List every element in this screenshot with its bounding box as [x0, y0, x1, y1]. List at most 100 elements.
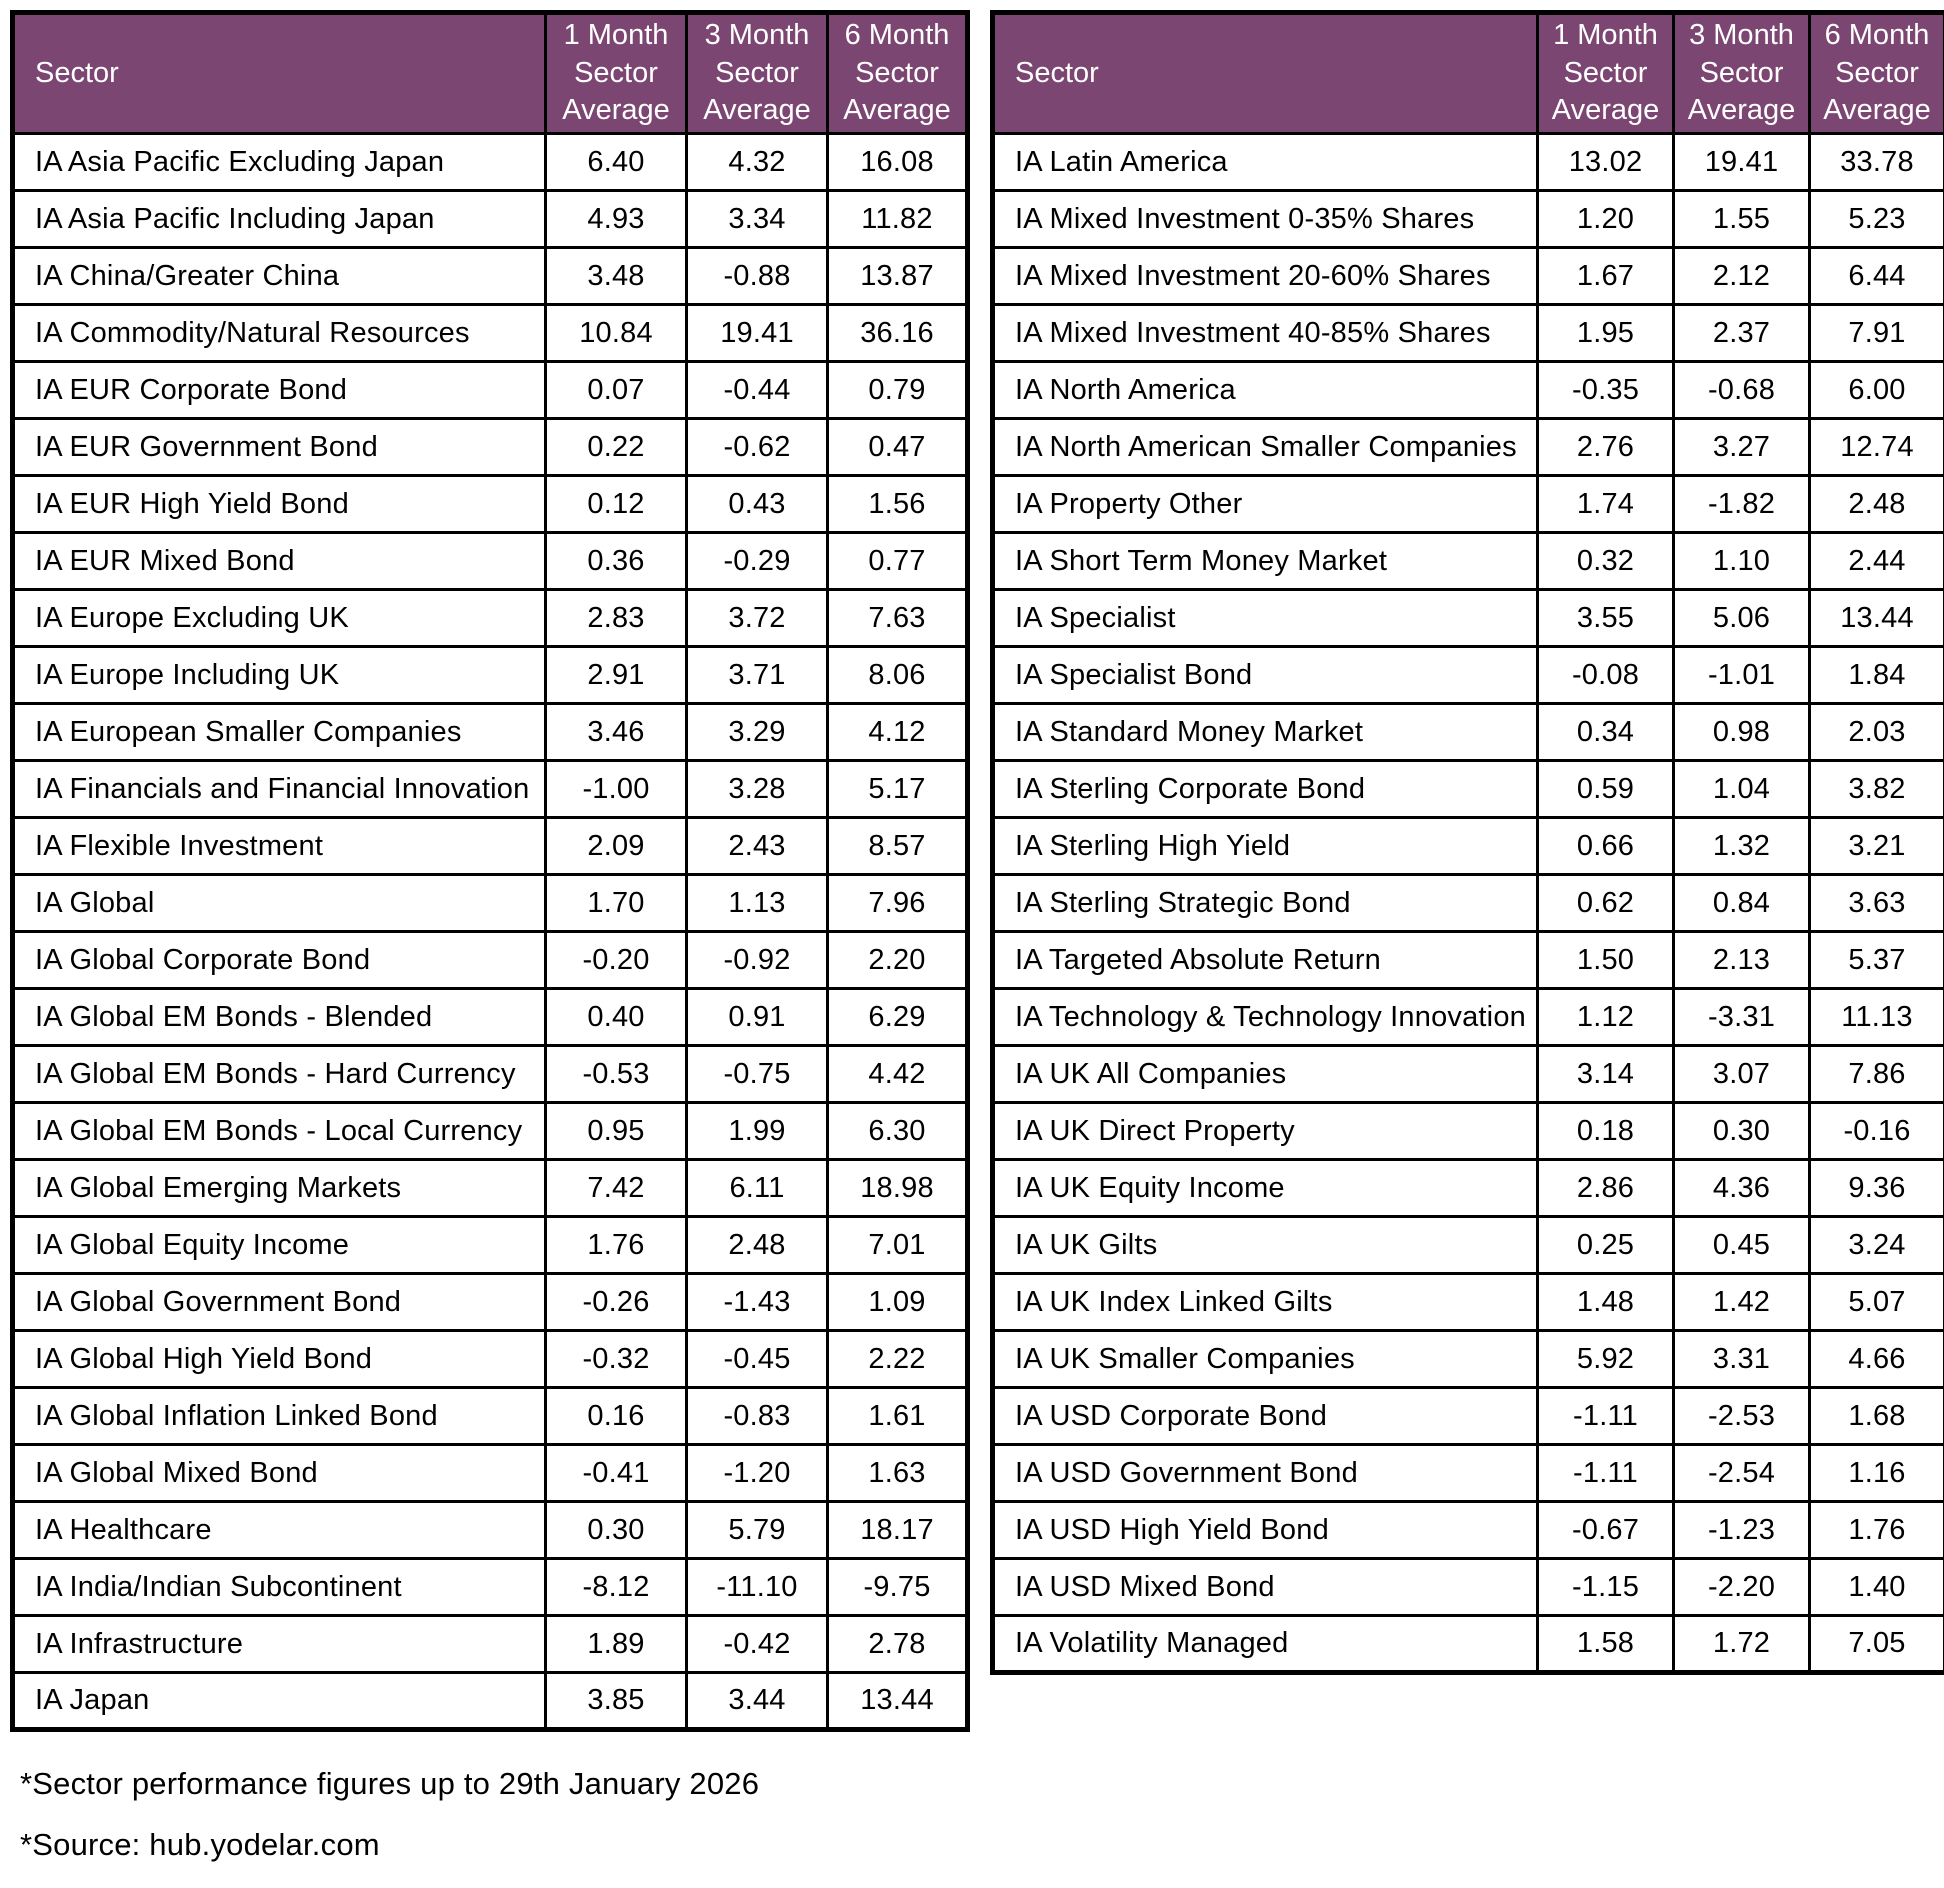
3-month-value-cell: 1.99	[685, 1101, 829, 1161]
table-row: IA China/Greater China 3.48 -0.88 13.87	[11, 246, 969, 306]
tables-container: Sector 1 Month Sector Average 3 Month Se…	[10, 10, 1944, 1732]
table-row: IA Global High Yield Bond -0.32 -0.45 2.22	[11, 1329, 969, 1389]
1-month-value-cell: 13.02	[1536, 132, 1675, 192]
1-month-value-cell: 3.48	[544, 246, 688, 306]
3-month-value-cell: 1.10	[1672, 531, 1811, 591]
table-row: IA Global Inflation Linked Bond 0.16 -0.83…	[11, 1386, 969, 1446]
table-row: IA Global 1.70 1.13 7.96	[11, 873, 969, 933]
3-month-value-cell: -0.42	[685, 1614, 829, 1674]
6-month-value-cell: 8.57	[826, 816, 969, 876]
1-month-value-cell: 0.12	[544, 474, 688, 534]
6-month-value-cell: 0.47	[826, 417, 969, 477]
sector-name-cell: IA Infrastructure	[11, 1614, 547, 1674]
3-month-value-cell: 2.12	[1672, 246, 1811, 306]
sector-name-cell: IA Global Corporate Bond	[11, 930, 547, 990]
table-row: IA Mixed Investment 0-35% Shares 1.20 1.55…	[991, 189, 1944, 249]
footnotes: *Sector performance figures up to 29th J…	[10, 1766, 1944, 1863]
sector-name-cell: IA USD Government Bond	[991, 1443, 1539, 1503]
sector-name-cell: IA Commodity/Natural Resources	[11, 303, 547, 363]
6-month-value-cell: 3.21	[1808, 816, 1944, 876]
3-month-value-cell: -0.44	[685, 360, 829, 420]
table-row: IA Global EM Bonds - Hard Currency -0.53-…	[11, 1044, 969, 1104]
3-month-value-cell: -1.01	[1672, 645, 1811, 705]
6-month-value-cell: 13.44	[826, 1671, 969, 1731]
3-month-value-cell: 3.29	[685, 702, 829, 762]
6-month-value-cell: 36.16	[826, 303, 969, 363]
1-month-value-cell: -0.26	[544, 1272, 688, 1332]
6-month-value-cell: 6.00	[1808, 360, 1944, 420]
table-row: IA Flexible Investment 2.09 2.43 8.57	[11, 816, 969, 876]
1-month-value-cell: 5.92	[1536, 1329, 1675, 1389]
table-row: IA Commodity/Natural Resources 10.84 19.41…	[11, 303, 969, 363]
sector-name-cell: IA Mixed Investment 0-35% Shares	[991, 189, 1539, 249]
table-row: IA European Smaller Companies 3.46 3.29 4.1…	[11, 702, 969, 762]
1-month-value-cell: 1.48	[1536, 1272, 1675, 1332]
3-month-value-cell: -0.29	[685, 531, 829, 591]
6-month-value-cell: 2.22	[826, 1329, 969, 1389]
1-month-value-cell: 0.32	[1536, 531, 1675, 591]
table-row: IA North America -0.35 -0.68 6.00	[991, 360, 1944, 420]
6-month-value-cell: 33.78	[1808, 132, 1944, 192]
3-month-value-cell: 3.72	[685, 588, 829, 648]
3-month-value-cell: 1.32	[1672, 816, 1811, 876]
3-month-value-cell: -0.92	[685, 930, 829, 990]
1-month-value-cell: 3.55	[1536, 588, 1675, 648]
sector-name-cell: IA Latin America	[991, 132, 1539, 192]
1-month-value-cell: 7.42	[544, 1158, 688, 1218]
3-month-value-cell: 0.98	[1672, 702, 1811, 762]
6-month-value-cell: 7.01	[826, 1215, 969, 1275]
table-row: IA USD Corporate Bond -1.11 -2.53 1.68	[991, 1386, 1944, 1446]
1-month-value-cell: 2.09	[544, 816, 688, 876]
sector-name-cell: IA Flexible Investment	[11, 816, 547, 876]
table-row: IA UK Direct Property 0.18 0.30 -0.16	[991, 1101, 1944, 1161]
6-month-value-cell: 3.82	[1808, 759, 1944, 819]
sector-name-cell: IA Specialist Bond	[991, 645, 1539, 705]
footnote-performance-date: *Sector performance figures up to 29th J…	[20, 1766, 760, 1801]
sector-name-cell: IA USD Corporate Bond	[991, 1386, 1539, 1446]
3-month-value-cell: 0.84	[1672, 873, 1811, 933]
1-month-value-cell: -1.00	[544, 759, 688, 819]
sector-name-cell: IA Global Equity Income	[11, 1215, 547, 1275]
6-month-value-cell: 8.06	[826, 645, 969, 705]
3-month-value-cell: 5.06	[1672, 588, 1811, 648]
1-month-value-cell: 0.07	[544, 360, 688, 420]
1-month-value-cell: 0.59	[1536, 759, 1675, 819]
6-month-value-cell: 2.44	[1808, 531, 1944, 591]
sector-name-cell: IA Europe Excluding UK	[11, 588, 547, 648]
table-row: IA Latin America 13.02 19.41 33.78	[991, 132, 1944, 192]
6-month-value-cell: 7.86	[1808, 1044, 1944, 1104]
3-month-value-cell: 4.32	[685, 132, 829, 192]
6-month-value-cell: 4.42	[826, 1044, 969, 1104]
table-row: IA Global Corporate Bond -0.20 -0.92 2.20	[11, 930, 969, 990]
6-month-value-cell: 3.63	[1808, 873, 1944, 933]
sector-name-cell: IA UK Smaller Companies	[991, 1329, 1539, 1389]
table-row: IA Europe Excluding UK 2.83 3.72 7.63	[11, 588, 969, 648]
1-month-value-cell: 1.50	[1536, 930, 1675, 990]
column-header-6-month-average: 6 Month Sector Average	[1808, 11, 1944, 135]
3-month-value-cell: 3.31	[1672, 1329, 1811, 1389]
3-month-value-cell: 1.13	[685, 873, 829, 933]
6-month-value-cell: 9.36	[1808, 1158, 1944, 1218]
1-month-value-cell: -1.15	[1536, 1557, 1675, 1617]
1-month-value-cell: 1.74	[1536, 474, 1675, 534]
table-row: IA EUR Government Bond 0.22 -0.62 0.47	[11, 417, 969, 477]
sector-name-cell: IA UK Gilts	[991, 1215, 1539, 1275]
6-month-value-cell: 13.44	[1808, 588, 1944, 648]
1-month-value-cell: 3.85	[544, 1671, 688, 1731]
1-month-value-cell: 1.67	[1536, 246, 1675, 306]
1-month-value-cell: 2.91	[544, 645, 688, 705]
6-month-value-cell: -0.16	[1808, 1101, 1944, 1161]
6-month-value-cell: 1.09	[826, 1272, 969, 1332]
column-header-6-month-average: 6 Month Sector Average	[826, 11, 969, 135]
3-month-value-cell: 0.43	[685, 474, 829, 534]
1-month-value-cell: 1.95	[1536, 303, 1675, 363]
3-month-value-cell: 3.44	[685, 1671, 829, 1731]
3-month-value-cell: 19.41	[685, 303, 829, 363]
1-month-value-cell: 0.18	[1536, 1101, 1675, 1161]
6-month-value-cell: 5.37	[1808, 930, 1944, 990]
6-month-value-cell: 1.84	[1808, 645, 1944, 705]
3-month-value-cell: 1.72	[1672, 1614, 1811, 1674]
sector-name-cell: IA UK Index Linked Gilts	[991, 1272, 1539, 1332]
3-month-value-cell: -0.75	[685, 1044, 829, 1104]
3-month-value-cell: -0.83	[685, 1386, 829, 1446]
